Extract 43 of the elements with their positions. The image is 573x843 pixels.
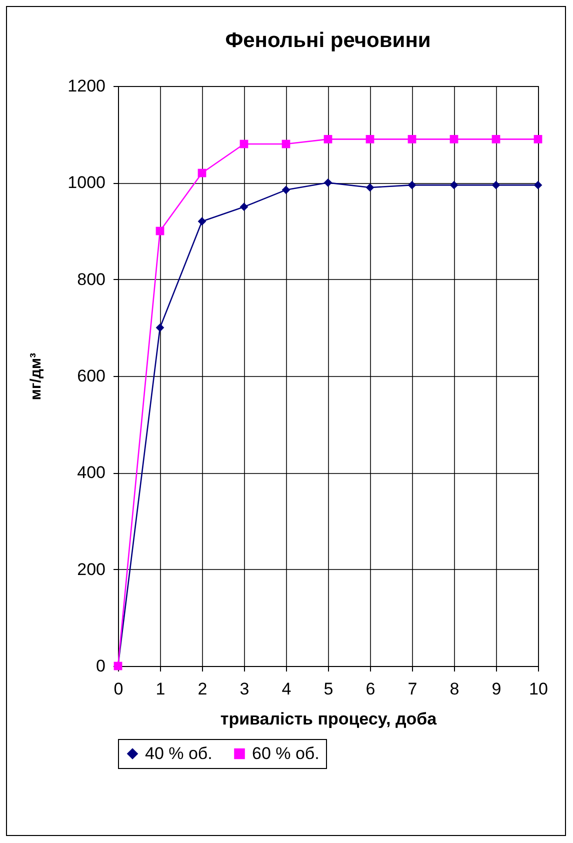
x-tick-label: 8 [450, 680, 460, 698]
point [198, 168, 206, 178]
chart-title: Фенольні речовини [225, 29, 431, 52]
y-tick-label: 1000 [68, 173, 106, 192]
x-axis-title: тривалість процесу, доба [220, 710, 438, 728]
point [492, 134, 500, 144]
legend-label: 60 % об. [252, 744, 320, 763]
point [240, 140, 248, 148]
x-tick-label: 0 [114, 680, 124, 698]
x-tick-label: 7 [408, 680, 418, 698]
x-tick-label: 9 [492, 680, 502, 698]
point [240, 202, 248, 212]
y-tick-label: 1200 [68, 76, 106, 96]
point [198, 217, 206, 226]
x-tick-label: 1 [156, 680, 166, 698]
point [282, 186, 290, 194]
point [492, 180, 500, 190]
legend-label: 40 % об. [145, 744, 212, 763]
x-tick-label: 5 [324, 680, 334, 698]
point [366, 134, 374, 144]
point [450, 134, 458, 144]
point [408, 134, 416, 144]
y-tick-label: 600 [77, 366, 106, 386]
y-tick-label: 200 [77, 560, 106, 579]
y-tick-label: 0 [96, 656, 106, 676]
y-tick-label: 800 [77, 270, 106, 289]
point [408, 180, 416, 190]
x-tick-label: 4 [282, 680, 292, 698]
x-tick-label: 6 [366, 680, 376, 698]
x-tick-label: 2 [198, 680, 208, 698]
y-axis-title: мг/дм³ [28, 352, 45, 400]
x-tick-label: 10 [529, 680, 548, 698]
point [534, 134, 542, 144]
point [534, 180, 542, 190]
x-tick-label: 3 [240, 680, 250, 698]
point [366, 183, 374, 192]
y-tick-label: 400 [77, 463, 106, 482]
point [156, 323, 164, 332]
point [450, 180, 458, 190]
point [156, 226, 164, 236]
point [324, 178, 332, 187]
point [282, 140, 290, 148]
point [324, 134, 332, 144]
